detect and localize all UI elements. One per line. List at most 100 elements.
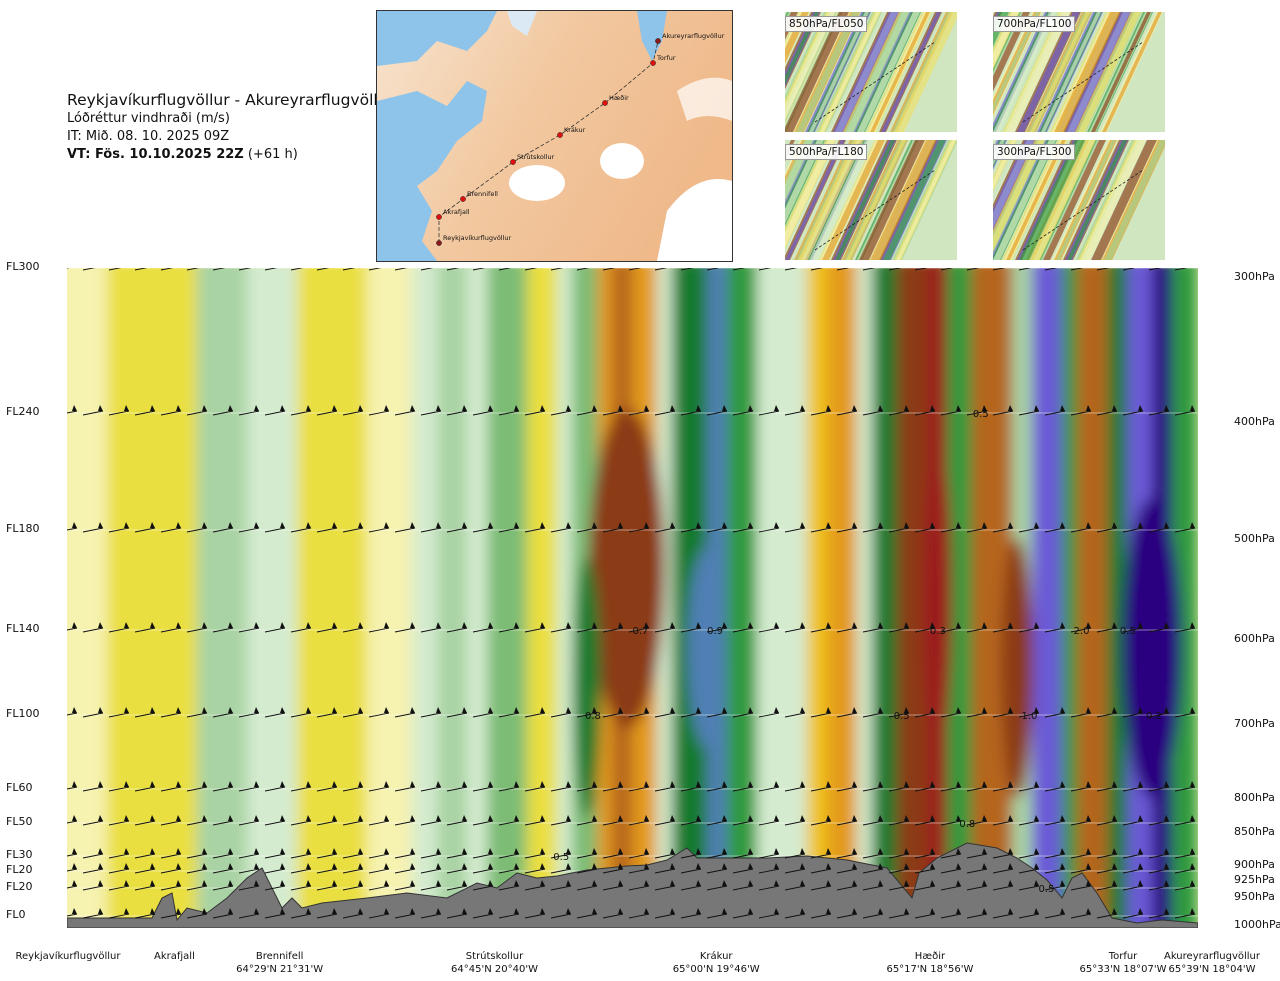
field-band — [1032, 268, 1062, 928]
wind-barb — [654, 848, 676, 859]
wind-barb — [992, 707, 1014, 718]
field-band — [827, 268, 857, 928]
wind-barb — [1148, 863, 1170, 874]
wind-barb — [316, 707, 338, 718]
wind-barb — [82, 880, 104, 891]
wind-barb — [290, 522, 312, 533]
thumb-stripe — [785, 12, 838, 132]
wind-barb — [706, 863, 728, 874]
thumb-300[interactable]: 300hPa/FL300 — [993, 140, 1165, 260]
wind-barb — [654, 405, 676, 416]
wind-barb — [342, 522, 364, 533]
map-point: Brennifell — [460, 190, 498, 202]
waypoint-label: Krákur 65°00'N 19°46'W — [656, 950, 776, 976]
wind-barb — [446, 908, 468, 919]
wind-barb — [108, 622, 130, 633]
wind-barb — [966, 848, 988, 859]
pressure-label: 850hPa — [1234, 825, 1275, 838]
wind-barb — [862, 622, 884, 633]
thumb-stripe — [1030, 12, 1090, 132]
pressure-label: 700hPa — [1234, 717, 1275, 730]
wind-barb — [992, 880, 1014, 891]
wind-barb — [1070, 908, 1092, 919]
wind-barb — [966, 707, 988, 718]
field-band — [487, 268, 527, 928]
thumb-700[interactable]: 700hPa/FL100 — [993, 12, 1165, 132]
thumb-stripe — [1102, 12, 1162, 132]
wind-barb — [1174, 880, 1196, 891]
thumb-850-label: 850hPa/FL050 — [785, 16, 868, 32]
wind-barb — [758, 781, 780, 792]
wind-barb — [1148, 522, 1170, 533]
wind-barb — [966, 880, 988, 891]
wind-barb — [160, 622, 182, 633]
wind-barb — [758, 908, 780, 919]
wind-barb — [940, 268, 954, 271]
thumb-stripe — [785, 140, 824, 260]
map-point: Akrafjall — [436, 208, 470, 220]
waypoint-coord: 65°39'N 18°04'W — [1168, 964, 1256, 975]
wind-barb — [966, 908, 988, 919]
wind-barb — [628, 781, 650, 792]
wind-barb — [758, 848, 780, 859]
wind-barb — [160, 815, 182, 826]
wind-barb — [290, 908, 312, 919]
wind-barb — [264, 815, 286, 826]
thumb-stripe — [1104, 140, 1165, 260]
field-core — [1122, 498, 1182, 798]
wind-barb — [238, 815, 260, 826]
wind-barb — [784, 405, 806, 416]
wind-barb — [1148, 268, 1162, 271]
map-point: Torfur — [650, 54, 676, 66]
wind-barb — [160, 707, 182, 718]
waypoint-name: Strútskollur — [465, 951, 524, 962]
wind-barb — [342, 815, 364, 826]
wind-barb — [1148, 848, 1170, 859]
map-point: Krákur — [557, 126, 586, 138]
wind-barb — [1070, 815, 1092, 826]
wind-barb — [238, 405, 260, 416]
flight-level-label: FL20 — [6, 863, 33, 876]
wind-barb — [758, 622, 780, 633]
wind-barb — [836, 622, 858, 633]
thumb-stripe — [1078, 12, 1141, 132]
wind-barb — [108, 522, 130, 533]
wind-barb — [784, 268, 798, 271]
contour-label: 0.5 — [1120, 626, 1136, 637]
thumb-500[interactable]: 500hPa/FL180 — [785, 140, 957, 260]
wind-barb — [186, 781, 208, 792]
wind-barb — [1148, 908, 1170, 919]
wind-barb — [680, 268, 694, 271]
field-band — [67, 268, 107, 928]
field-core — [687, 548, 727, 748]
wind-barb — [498, 848, 520, 859]
wind-barb — [680, 848, 702, 859]
wind-barb — [394, 522, 416, 533]
thumb-stripe — [1067, 140, 1127, 260]
wind-barb — [446, 863, 468, 874]
wind-barb — [1070, 863, 1092, 874]
thumb-700-image — [993, 12, 1163, 132]
wind-barb — [1174, 815, 1196, 826]
thumb-850[interactable]: 850hPa/FL050 — [785, 12, 957, 132]
field-band — [247, 268, 297, 928]
wind-barb — [498, 863, 520, 874]
wind-barb — [888, 707, 910, 718]
svg-text:Reykjavíkurflugvöllur: Reykjavíkurflugvöllur — [443, 234, 512, 242]
wind-barb — [498, 880, 520, 891]
wind-barb — [160, 522, 182, 533]
wind-barb — [550, 268, 564, 271]
wind-barb — [1122, 848, 1144, 859]
wind-barb — [576, 405, 598, 416]
wind-barb — [784, 781, 806, 792]
wind-barb — [576, 863, 598, 874]
wind-barb — [264, 848, 286, 859]
wind-barb — [732, 863, 754, 874]
wind-barb — [394, 815, 416, 826]
thumb-stripe — [993, 12, 1059, 132]
map-point: Reykjavíkurflugvöllur — [436, 234, 512, 246]
wind-barb — [1174, 522, 1196, 533]
route-title: Reykjavíkurflugvöllur - Akureyrarflugvöl… — [67, 91, 394, 109]
waypoint-name: Akrafjall — [154, 951, 195, 962]
wind-barb — [316, 848, 338, 859]
